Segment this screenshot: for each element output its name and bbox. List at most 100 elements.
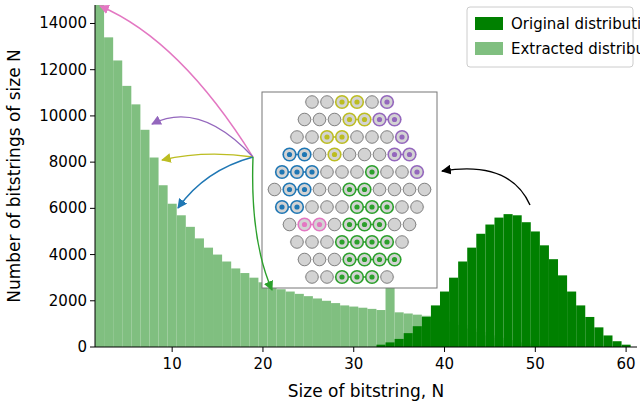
lattice-site <box>388 253 401 266</box>
lattice-site <box>358 148 371 161</box>
lattice-site <box>396 166 409 179</box>
lattice-site <box>306 96 319 109</box>
lattice-site <box>373 148 386 161</box>
bar <box>395 312 404 347</box>
lattice-site <box>343 148 356 161</box>
lattice-site <box>381 166 394 179</box>
lattice-site <box>351 201 364 214</box>
bar <box>231 268 240 347</box>
lattice-site <box>276 201 289 214</box>
cluster-site <box>347 117 352 122</box>
lattice-site <box>321 236 334 249</box>
lattice-site <box>388 113 401 126</box>
lattice-site <box>418 183 431 196</box>
legend-swatch <box>475 42 503 55</box>
lattice-site <box>291 131 304 144</box>
bar <box>603 335 612 347</box>
bar <box>549 259 558 347</box>
lattice-site <box>358 183 371 196</box>
lattice-site <box>298 148 311 161</box>
cluster-site <box>347 187 352 192</box>
bar <box>358 308 367 347</box>
bar <box>295 294 304 347</box>
legend-label: Original distribution <box>511 15 640 33</box>
x-tick <box>353 347 354 352</box>
lattice-site <box>291 166 304 179</box>
bar <box>149 158 158 347</box>
bar <box>340 305 349 347</box>
lattice-site <box>298 253 311 266</box>
y-tick-label: 4000 <box>49 246 87 264</box>
bar <box>540 245 549 347</box>
lattice-site <box>388 148 401 161</box>
cluster-site <box>362 187 367 192</box>
lattice-site <box>283 183 296 196</box>
y-tick <box>90 162 95 163</box>
bar <box>177 215 186 347</box>
x-axis-label: Size of bitstring, N <box>288 381 445 401</box>
cluster-site <box>324 134 329 139</box>
cluster-site <box>384 239 389 244</box>
lattice-site <box>396 201 409 214</box>
lattice-site <box>313 148 326 161</box>
lattice-site <box>411 166 424 179</box>
arrow <box>152 117 253 157</box>
lattice-site <box>336 131 349 144</box>
bar <box>404 313 413 347</box>
legend-label: Extracted distribution <box>511 40 640 58</box>
cluster-site <box>302 187 307 192</box>
lattice-site <box>366 201 379 214</box>
lattice-site <box>298 218 311 231</box>
bar <box>422 317 431 347</box>
lattice-site <box>351 131 364 144</box>
legend: Original distribution Extracted distribut… <box>467 7 640 67</box>
lattice-site <box>328 218 341 231</box>
y-tick <box>90 300 95 301</box>
x-tick <box>626 347 627 352</box>
cluster-site <box>392 257 397 262</box>
y-tick <box>90 208 95 209</box>
bar <box>213 255 222 347</box>
cluster-site <box>339 239 344 244</box>
bar <box>422 316 431 347</box>
lattice-site <box>373 253 386 266</box>
lattice-site <box>373 183 386 196</box>
arrow <box>100 6 253 157</box>
cluster-site <box>407 152 412 157</box>
bar <box>386 342 395 347</box>
bar <box>585 317 594 347</box>
chart: 0200040006000800010000120001400010203040… <box>0 0 640 403</box>
bar <box>449 278 458 347</box>
lattice-site <box>306 166 319 179</box>
bar <box>576 305 585 347</box>
x-tick <box>262 347 263 352</box>
arrow <box>442 169 530 205</box>
bar <box>159 185 168 347</box>
cluster-site <box>302 152 307 157</box>
cluster-site <box>279 169 284 174</box>
lattice-site <box>306 201 319 214</box>
lattice-site <box>298 183 311 196</box>
lattice-site <box>343 253 356 266</box>
cluster-site <box>354 274 359 279</box>
x-tick-label: 40 <box>435 355 454 373</box>
bar <box>504 214 513 347</box>
lattice-site <box>366 131 379 144</box>
lattice-site <box>343 113 356 126</box>
lattice-site <box>366 96 379 109</box>
bar <box>349 307 358 347</box>
cluster-site <box>309 169 314 174</box>
lattice-site <box>306 271 319 284</box>
x-tick <box>444 347 445 352</box>
bar <box>222 262 231 348</box>
y-tick-label: 14000 <box>39 14 87 32</box>
y-tick-label: 2000 <box>49 292 87 310</box>
bar <box>376 310 385 347</box>
y-axis <box>95 5 96 347</box>
lattice-site <box>351 271 364 284</box>
cluster-site <box>399 134 404 139</box>
cluster-site <box>369 239 374 244</box>
cluster-site <box>354 204 359 209</box>
lattice-site <box>328 148 341 161</box>
lattice-site <box>336 96 349 109</box>
